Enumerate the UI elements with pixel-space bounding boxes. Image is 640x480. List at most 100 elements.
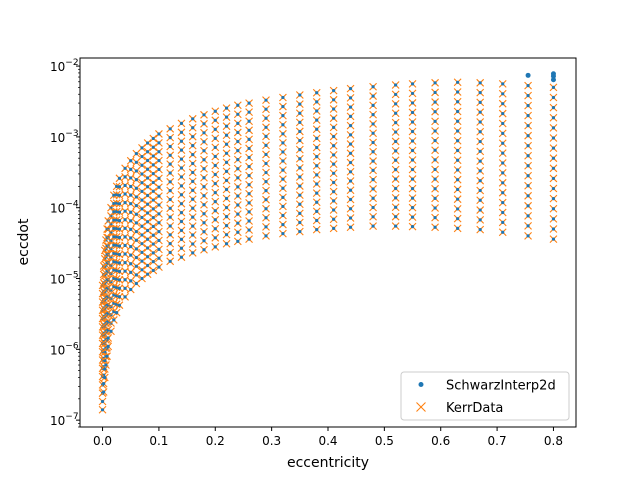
schwarz-point (264, 207, 268, 211)
schwarz-point (236, 130, 240, 135)
schwarz-point (140, 242, 144, 246)
schwarz-point (433, 158, 437, 162)
schwarz-point (123, 192, 127, 196)
schwarz-point (348, 105, 353, 109)
schwarz-point (247, 183, 251, 187)
schwarz-point (134, 247, 138, 251)
schwarz-point (394, 215, 398, 219)
schwarz-point (332, 125, 336, 129)
x-tick-label: 0.7 (488, 434, 507, 448)
schwarz-point (146, 193, 150, 198)
schwarz-point (129, 159, 133, 163)
schwarz-point (157, 203, 161, 207)
schwarz-point (213, 127, 217, 131)
schwarz-point (123, 295, 127, 299)
schwarz-point (264, 189, 268, 193)
schwarz-point (146, 185, 150, 189)
schwarz-point (315, 191, 319, 195)
schwarz-point (115, 311, 119, 315)
schwarz-point (456, 168, 460, 172)
x-tick-label: 0.1 (149, 434, 168, 448)
schwarz-point (371, 196, 375, 200)
schwarz-point (191, 117, 195, 121)
schwarz-point (478, 120, 482, 124)
schwarz-point (115, 184, 119, 188)
schwarz-point (298, 184, 302, 188)
schwarz-point (332, 98, 336, 102)
schwarz-point (247, 174, 251, 178)
schwarz-point (348, 207, 353, 211)
schwarz-point (179, 121, 184, 126)
schwarz-point (433, 110, 437, 114)
schwarz-point (213, 172, 217, 177)
schwarz-point (371, 140, 375, 145)
schwarz-point (134, 186, 138, 190)
schwarz-point (140, 268, 144, 272)
schwarz-point (456, 148, 460, 153)
schwarz-point (151, 242, 155, 246)
schwarz-point (298, 166, 302, 170)
schwarz-point (456, 139, 460, 143)
schwarz-point (236, 194, 240, 198)
schwarz-point (134, 203, 138, 208)
schwarz-point (179, 139, 184, 143)
x-tick-label: 0.2 (206, 434, 225, 448)
schwarz-point (157, 229, 161, 234)
schwarz-point (526, 204, 530, 208)
schwarz-point (264, 216, 268, 220)
schwarz-point (551, 126, 556, 130)
schwarz-point (433, 225, 437, 229)
schwarz-point (123, 243, 127, 248)
schwarz-point (501, 102, 505, 106)
schwarz-point (236, 103, 240, 107)
schwarz-point (478, 100, 482, 104)
schwarz-point (394, 158, 398, 162)
schwarz-point (112, 243, 116, 247)
schwarz-point (526, 184, 530, 188)
schwarz-point (371, 85, 375, 89)
schwarz-point (213, 154, 217, 159)
schwarz-point (134, 273, 138, 277)
schwarz-point (281, 141, 285, 145)
schwarz-point (526, 214, 530, 218)
schwarz-point (123, 218, 127, 222)
schwarz-point (478, 149, 482, 153)
schwarz-point (410, 82, 415, 86)
schwarz-point (264, 170, 268, 175)
schwarz-point (348, 216, 353, 220)
schwarz-point (247, 155, 251, 160)
schwarz-point (191, 135, 195, 139)
schwarz-point (410, 110, 415, 115)
schwarz-point (129, 176, 133, 180)
schwarz-point (332, 153, 336, 157)
schwarz-point (433, 119, 437, 123)
schwarz-point (371, 150, 375, 154)
schwarz-point (146, 237, 150, 241)
schwarz-point (433, 206, 437, 210)
schwarz-point (315, 218, 319, 223)
schwarz-point (394, 92, 398, 97)
schwarz-point (394, 186, 398, 191)
schwarz-point (236, 148, 240, 153)
schwarz-point (526, 164, 530, 168)
schwarz-point (146, 141, 150, 145)
schwarz-point (202, 140, 206, 144)
schwarz-point (106, 336, 110, 340)
schwarz-point (501, 82, 505, 86)
schwarz-point (315, 173, 319, 177)
schwarz-point (202, 230, 206, 234)
schwarz-point (168, 233, 172, 237)
schwarz-point (224, 196, 229, 201)
schwarz-point (298, 202, 302, 206)
schwarz-point (179, 157, 184, 161)
schwarz-point (140, 189, 144, 194)
legend: SchwarzInterp2d KerrData (400, 371, 570, 421)
schwarz-point (501, 230, 505, 234)
schwarz-point (140, 163, 144, 167)
schwarz-point (146, 202, 150, 206)
schwarz-point (456, 178, 460, 182)
schwarz-point (151, 172, 155, 176)
schwarz-point (213, 109, 217, 113)
schwarz-point (134, 160, 138, 164)
schwarz-point (134, 152, 138, 156)
